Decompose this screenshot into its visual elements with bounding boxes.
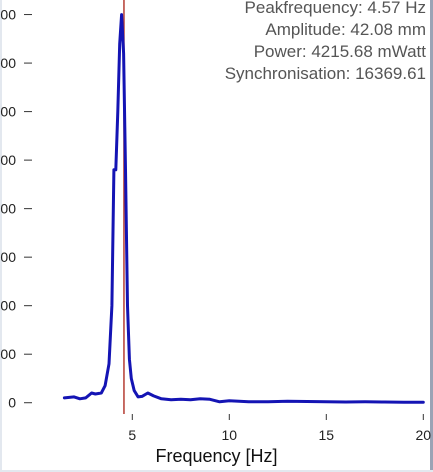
y-tick-label: 5000 — [0, 152, 16, 168]
y-tick-label: 2000 — [0, 298, 16, 314]
y-tick-label: 4000 — [0, 201, 16, 217]
x-axis-label: Frequency [Hz] — [155, 446, 278, 466]
spectrum-series-line — [62, 13, 425, 404]
x-tick-label: 15 — [319, 427, 335, 443]
left-frame-edge — [0, 0, 2, 472]
x-tick-label: 5 — [128, 427, 136, 443]
amplitude-readout: Amplitude: 42.08 mm — [265, 20, 426, 39]
y-tick-label: 0 — [8, 395, 16, 411]
measurement-readout: Peakfrequency: 4.57 Hz Amplitude: 42.08 … — [225, 0, 426, 85]
right-frame-edge — [430, 0, 433, 472]
bottom-frame-edge — [0, 470, 433, 472]
y-axis-ticks: 0 1000 2000 3000 4000 5000 6000 7000 8000 — [0, 7, 32, 411]
y-tick-label: 1000 — [0, 346, 16, 362]
synchronisation-readout: Synchronisation: 16369.61 — [224, 64, 426, 83]
x-tick-label: 10 — [222, 427, 238, 443]
peakfrequency-readout: Peakfrequency: 4.57 Hz — [244, 0, 426, 17]
x-tick-label: 20 — [416, 427, 432, 443]
y-tick-label: 3000 — [0, 249, 16, 265]
y-tick-label: 7000 — [0, 55, 16, 71]
y-tick-label: 6000 — [0, 104, 16, 120]
x-axis-ticks: 5 10 15 20 — [128, 414, 431, 443]
y-tick-label: 8000 — [0, 7, 16, 23]
power-readout: Power: 4215.68 mWatt — [253, 42, 426, 61]
